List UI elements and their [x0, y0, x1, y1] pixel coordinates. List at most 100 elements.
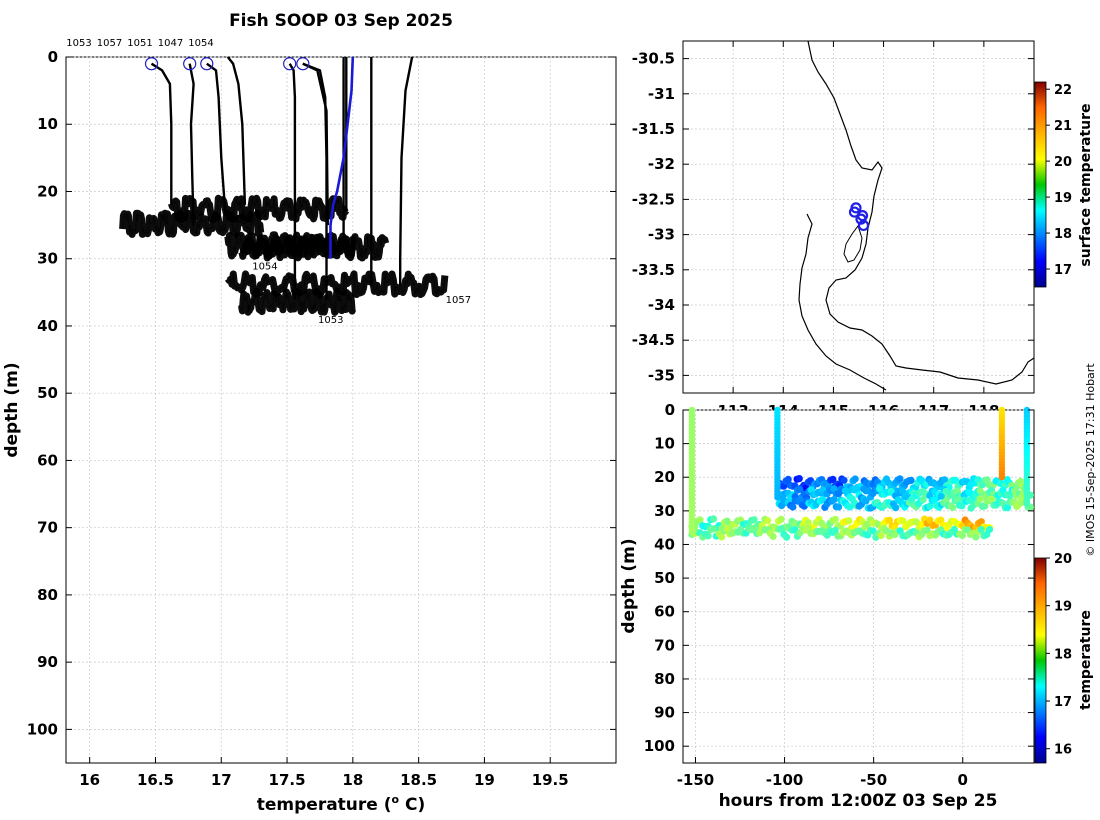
surface-colorbar-tick-label: 21 [1054, 119, 1072, 134]
y-axis-label: depth (m) [2, 362, 22, 457]
cast-sample [1023, 500, 1031, 508]
temperature-sample [898, 487, 907, 495]
start-marker-1054 [296, 57, 310, 71]
temperature-sample [718, 533, 726, 541]
temperature-sample [777, 515, 785, 523]
temperature-sample [851, 475, 859, 483]
map-lat-ticks: -30.5 -31 -31.5 -32 -32.5 -33 -33.5 -34 -34.5 -35 [632, 50, 1034, 384]
y-tick-label: 60 [37, 451, 58, 469]
temperature-sample [764, 517, 772, 525]
temperature-sample [862, 497, 870, 505]
timeline-y-tick-label: 20 [654, 468, 675, 486]
x-axis-label-suffix: C) [399, 795, 425, 815]
temperature-band-1057 [224, 270, 449, 299]
profile-plot-area [65, 56, 617, 764]
temperature-sample [896, 475, 904, 483]
deployment-label-top: 1054 [188, 38, 213, 49]
surface-colorbar-tick-label: 22 [1054, 83, 1072, 98]
temperature-sample [831, 526, 839, 535]
temperature-sample [985, 525, 994, 534]
timeline-x-axis-label: hours from 12:00Z 03 Sep 25 [719, 791, 998, 811]
timeline-y-tick-label: 30 [654, 502, 675, 520]
temperature-sample [835, 503, 843, 511]
timeline-chart: 0 10 20 30 40 50 60 70 80 90 100 -150 -100 -50 0 hour… [619, 401, 1094, 811]
temperature-sample [784, 475, 792, 483]
temperature-sample [1006, 492, 1014, 500]
deployment-top-labels: 1053 1057 1051 1047 1054 [66, 38, 213, 49]
temperature-sample [750, 516, 758, 524]
profile-chart: Fish SOOP 03 Sep 2025 0 10 20 30 40 50 60 70 80 9… [2, 11, 617, 815]
deployment-label-top: 1051 [127, 38, 152, 49]
temperature-sample [704, 532, 712, 540]
temperature-sample [709, 525, 718, 533]
surface-colorbar-tick-label: 20 [1054, 155, 1072, 170]
timeline-y-tick-label: 40 [654, 535, 675, 553]
timeline-y-tick-label: 10 [654, 435, 675, 453]
timeline-y-tick-label: 100 [644, 737, 675, 755]
temperature-sample [974, 476, 982, 484]
surface-colorbar-label: surface temperature [1078, 103, 1094, 266]
x-tick-label: 17 [211, 771, 232, 789]
temperature-sample [919, 496, 927, 504]
temperature-sample [819, 496, 827, 504]
x-tick-label: 17.5 [269, 771, 306, 789]
lat-tick-label: -34.5 [632, 331, 675, 349]
temperature-sample [804, 524, 812, 532]
x-tick-label: 19.5 [532, 771, 569, 789]
temperature-sample [853, 485, 861, 493]
timeline-x-tick-label: 0 [958, 771, 968, 789]
estuary-peel [843, 224, 863, 263]
profile-line-1057 [399, 56, 414, 286]
timeline-y-tick-label: 80 [654, 670, 675, 688]
temperature-sample [988, 495, 996, 503]
profile-line-1053 [226, 56, 247, 205]
timeline-y-tick-label: 70 [654, 636, 675, 654]
temperature-sample [930, 496, 939, 504]
y-tick-label: 70 [37, 519, 58, 537]
temperature-band-1047-noise [122, 211, 262, 236]
temperature-sample [883, 527, 891, 535]
profile-line-1057 [188, 63, 195, 226]
profile-y-ticks: 0 10 20 30 40 50 60 70 80 90 100 [27, 48, 616, 738]
profile-line-1054 [302, 62, 329, 226]
temperature-colorbar-tick-label: 20 [1054, 552, 1072, 567]
temperature-sample [750, 524, 758, 532]
lat-tick-label: -31.5 [632, 120, 675, 138]
x-tick-label: 19 [474, 771, 495, 789]
x-tick-label: 18 [342, 771, 363, 789]
temperature-sample [977, 518, 985, 526]
timeline-y-tick-label: 50 [654, 569, 675, 587]
temperature-colorbar-tick-label: 17 [1054, 695, 1072, 710]
x-axis-label-degree: o [392, 793, 400, 806]
y-tick-label: 30 [37, 250, 58, 268]
temperature-sample [1004, 504, 1012, 512]
lat-tick-label: -32 [648, 155, 675, 173]
temperature-sample [830, 496, 838, 504]
temperature-colorbar-tick-label: 19 [1054, 600, 1072, 615]
lat-tick-label: -32.5 [632, 190, 675, 208]
timeline-x-ticks: -150 -100 -50 0 [677, 757, 968, 789]
temperature-sample [907, 476, 915, 484]
temperature-sample [885, 516, 894, 524]
surface-colorbar [1034, 81, 1047, 288]
deployment-label-1057: 1057 [446, 295, 471, 306]
temperature-sample [923, 526, 931, 534]
temperature-sample [696, 516, 704, 524]
deployment-label-top: 1053 [66, 38, 91, 49]
timeline-y-axis-label: depth (m) [619, 538, 639, 633]
surface-colorbar-tick-label: 19 [1054, 191, 1072, 206]
lat-tick-label: -30.5 [632, 50, 675, 68]
temperature-sample [723, 517, 731, 525]
temperature-sample [840, 476, 848, 484]
temperature-colorbar-tick-label: 18 [1054, 647, 1072, 662]
profile-grid [66, 56, 616, 763]
temperature-sample [899, 517, 907, 525]
temperature-sample [783, 533, 791, 541]
x-tick-label: 16.5 [137, 771, 174, 789]
x-tick-label: 18.5 [400, 771, 437, 789]
lat-tick-label: -35 [648, 366, 675, 384]
timeline-data [688, 406, 1034, 541]
chart-title: Fish SOOP 03 Sep 2025 [229, 11, 453, 31]
x-tick-label: 16 [79, 771, 100, 789]
